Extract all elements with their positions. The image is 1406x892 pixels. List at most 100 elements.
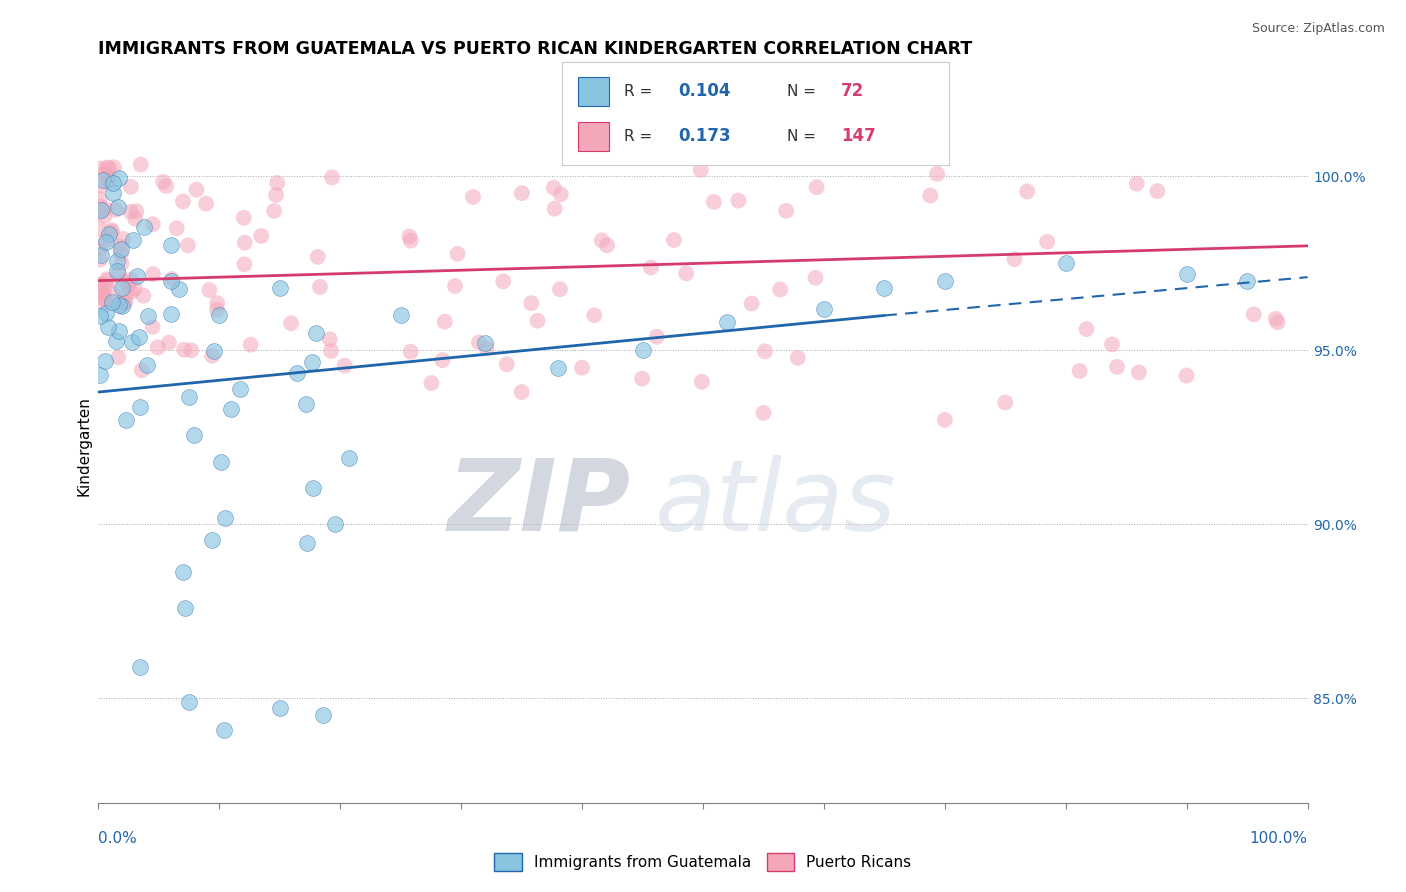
Point bbox=[432, 353, 454, 368]
Point bbox=[1125, 177, 1147, 191]
Point bbox=[117, 277, 139, 292]
Text: 0.173: 0.173 bbox=[678, 128, 731, 145]
Point bbox=[96, 161, 118, 175]
Point bbox=[120, 285, 142, 300]
Point bbox=[475, 341, 498, 355]
Point bbox=[115, 286, 138, 301]
Point bbox=[269, 701, 291, 715]
Point bbox=[127, 269, 149, 284]
Point bbox=[550, 187, 572, 202]
Point bbox=[662, 233, 685, 247]
Point bbox=[645, 330, 668, 344]
Point bbox=[1004, 252, 1026, 267]
Text: N =: N = bbox=[787, 128, 821, 144]
Point bbox=[468, 335, 491, 350]
Point bbox=[239, 337, 262, 351]
Point bbox=[433, 315, 456, 329]
Point bbox=[124, 211, 146, 226]
Point bbox=[399, 234, 422, 248]
Point bbox=[1175, 368, 1198, 383]
Point bbox=[112, 232, 135, 246]
Point bbox=[94, 306, 117, 320]
Point bbox=[233, 257, 256, 271]
Point bbox=[510, 186, 533, 201]
Point bbox=[125, 204, 148, 219]
Point bbox=[233, 235, 256, 250]
Point bbox=[690, 375, 713, 389]
Point bbox=[285, 366, 308, 380]
Point bbox=[89, 199, 111, 213]
Point bbox=[786, 351, 808, 365]
Point bbox=[264, 188, 287, 202]
Point bbox=[219, 401, 242, 416]
Point bbox=[269, 280, 291, 294]
Point bbox=[804, 270, 827, 285]
Point bbox=[108, 297, 131, 311]
Point bbox=[492, 274, 515, 288]
Point bbox=[89, 252, 111, 267]
Point bbox=[110, 242, 132, 256]
Point bbox=[108, 239, 131, 253]
Point bbox=[134, 220, 156, 235]
Point bbox=[703, 194, 725, 209]
Point bbox=[97, 174, 120, 188]
Point bbox=[229, 382, 252, 396]
Point bbox=[104, 334, 127, 349]
Point bbox=[543, 202, 565, 216]
Point bbox=[172, 194, 194, 209]
FancyBboxPatch shape bbox=[578, 77, 609, 105]
Point bbox=[1146, 184, 1168, 198]
Point bbox=[263, 203, 285, 218]
Point bbox=[160, 307, 183, 321]
Point bbox=[90, 277, 112, 292]
Point bbox=[420, 376, 443, 390]
Point bbox=[548, 282, 571, 296]
Point bbox=[446, 247, 468, 261]
Point bbox=[813, 301, 835, 316]
Point bbox=[173, 601, 195, 615]
Point bbox=[114, 295, 136, 310]
Point bbox=[934, 274, 956, 288]
Point bbox=[631, 371, 654, 385]
Point bbox=[201, 349, 224, 363]
Point bbox=[474, 336, 496, 351]
Point bbox=[96, 235, 118, 249]
Point bbox=[205, 302, 228, 317]
Point bbox=[110, 246, 132, 260]
Point bbox=[266, 176, 288, 190]
Point bbox=[124, 281, 146, 295]
Point bbox=[250, 229, 273, 244]
Point bbox=[543, 180, 565, 194]
Point bbox=[157, 335, 180, 350]
Point bbox=[107, 200, 129, 214]
Point bbox=[107, 351, 129, 365]
Point bbox=[146, 341, 169, 355]
Point bbox=[301, 481, 323, 495]
Point bbox=[112, 274, 135, 288]
Point bbox=[90, 285, 112, 299]
Point bbox=[142, 267, 165, 281]
Point bbox=[333, 359, 356, 373]
Point bbox=[319, 343, 342, 358]
Point bbox=[398, 229, 420, 244]
Point bbox=[399, 344, 422, 359]
Point bbox=[97, 169, 120, 183]
Point bbox=[806, 180, 828, 194]
Point bbox=[232, 211, 254, 225]
Point bbox=[89, 206, 111, 220]
Point bbox=[89, 368, 111, 382]
Point bbox=[873, 280, 896, 294]
Point bbox=[136, 310, 159, 324]
Point bbox=[121, 335, 143, 350]
Point bbox=[689, 162, 711, 177]
Point bbox=[640, 260, 662, 275]
Point bbox=[752, 406, 775, 420]
Point bbox=[212, 723, 235, 737]
Point bbox=[94, 354, 117, 368]
Point bbox=[1175, 267, 1198, 281]
Point bbox=[775, 203, 797, 218]
Point bbox=[180, 343, 202, 358]
Point bbox=[1054, 256, 1077, 270]
Point bbox=[214, 511, 236, 525]
Point bbox=[461, 190, 484, 204]
